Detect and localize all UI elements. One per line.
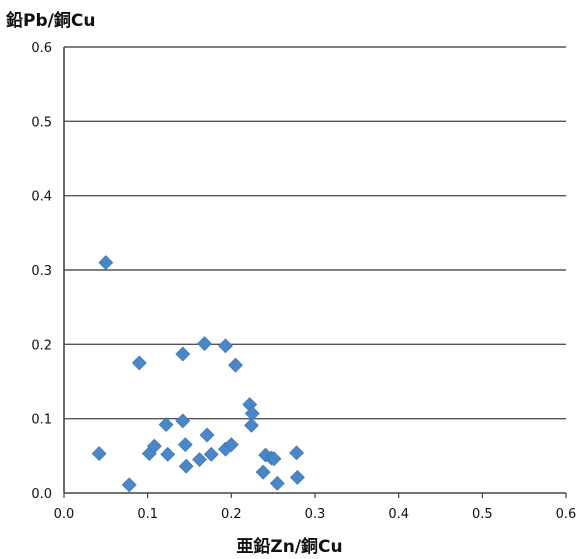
data-point-2 [175,346,191,362]
y-tick-label: 0.3 [31,264,52,279]
y-axis-title: 鉛Pb/銅Cu [6,11,96,31]
y-tick-label: 0.0 [31,487,52,502]
x-tick-label: 0.1 [137,507,158,522]
y-tick-label: 0.6 [31,41,52,56]
x-tick-label: 0.2 [221,507,242,522]
x-axis-title: 亜鉛Zn/銅Cu [236,537,343,557]
x-tick-label: 0.4 [388,507,409,522]
data-point-13 [158,417,174,433]
data-point-5 [228,357,243,373]
data-point-26 [266,451,282,467]
x-tick-labels: 0.0 0.1 0.2 0.3 0.4 0.5 0.6 [54,507,577,522]
data-point-27 [269,475,285,491]
y-tick-label: 0.5 [31,115,52,130]
data-point-3 [197,336,212,352]
data-point-20 [203,446,219,462]
data-point-22 [223,437,239,453]
data-point-10 [121,477,137,493]
x-tick-label: 0.6 [556,507,577,522]
x-tick-label: 0.3 [305,507,326,522]
y-tick-labels: 0.0 0.1 0.2 0.3 0.4 0.5 0.6 [31,41,52,502]
data-point-28 [289,445,305,461]
data-point-15 [175,413,191,429]
axes [63,47,567,498]
x-tick-label: 0.0 [54,507,75,522]
data-point-0 [98,255,114,270]
data-point-29 [290,469,305,485]
data-point-16 [177,437,193,453]
data-point-19 [199,427,215,443]
data-point-12 [146,438,162,454]
data-point-4 [218,338,233,354]
y-tick-label: 0.1 [31,413,52,428]
gridlines [64,46,566,420]
data-point-1 [131,355,147,371]
data-point-17 [178,458,194,474]
x-tick-label: 0.5 [472,507,493,522]
y-tick-label: 0.4 [31,190,52,205]
data-point-14 [160,446,176,462]
data-point-9 [91,446,107,462]
data-point-23 [255,464,271,480]
data-points [91,255,305,493]
y-tick-label: 0.2 [31,338,52,353]
data-point-8 [243,417,259,433]
data-point-18 [192,452,207,467]
